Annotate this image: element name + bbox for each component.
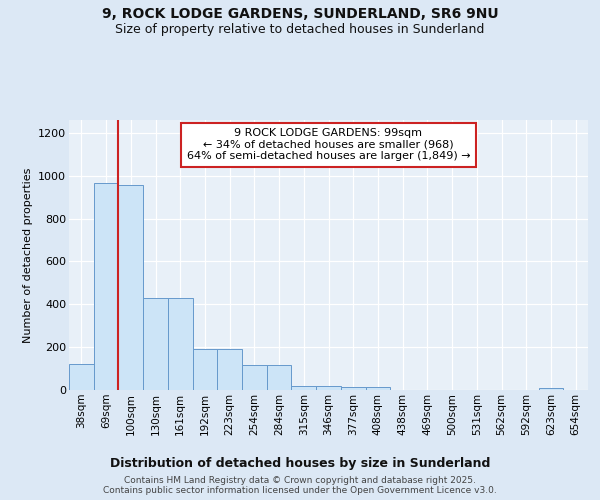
Bar — [242, 364, 267, 390]
Bar — [168, 298, 193, 390]
Text: 9 ROCK LODGE GARDENS: 99sqm
← 34% of detached houses are smaller (968)
64% of se: 9 ROCK LODGE GARDENS: 99sqm ← 34% of det… — [187, 128, 470, 162]
Bar — [118, 184, 143, 390]
Bar — [143, 298, 168, 390]
Bar — [316, 386, 341, 390]
Bar — [341, 387, 365, 390]
Bar — [267, 364, 292, 390]
Y-axis label: Number of detached properties: Number of detached properties — [23, 168, 32, 342]
Text: Distribution of detached houses by size in Sunderland: Distribution of detached houses by size … — [110, 458, 490, 470]
Text: Size of property relative to detached houses in Sunderland: Size of property relative to detached ho… — [115, 22, 485, 36]
Bar — [69, 364, 94, 390]
Bar — [217, 349, 242, 390]
Text: 9, ROCK LODGE GARDENS, SUNDERLAND, SR6 9NU: 9, ROCK LODGE GARDENS, SUNDERLAND, SR6 9… — [101, 8, 499, 22]
Bar — [292, 386, 316, 390]
Bar — [94, 183, 118, 390]
Text: Contains HM Land Registry data © Crown copyright and database right 2025.
Contai: Contains HM Land Registry data © Crown c… — [103, 476, 497, 495]
Bar — [193, 349, 217, 390]
Bar — [365, 388, 390, 390]
Bar — [539, 388, 563, 390]
